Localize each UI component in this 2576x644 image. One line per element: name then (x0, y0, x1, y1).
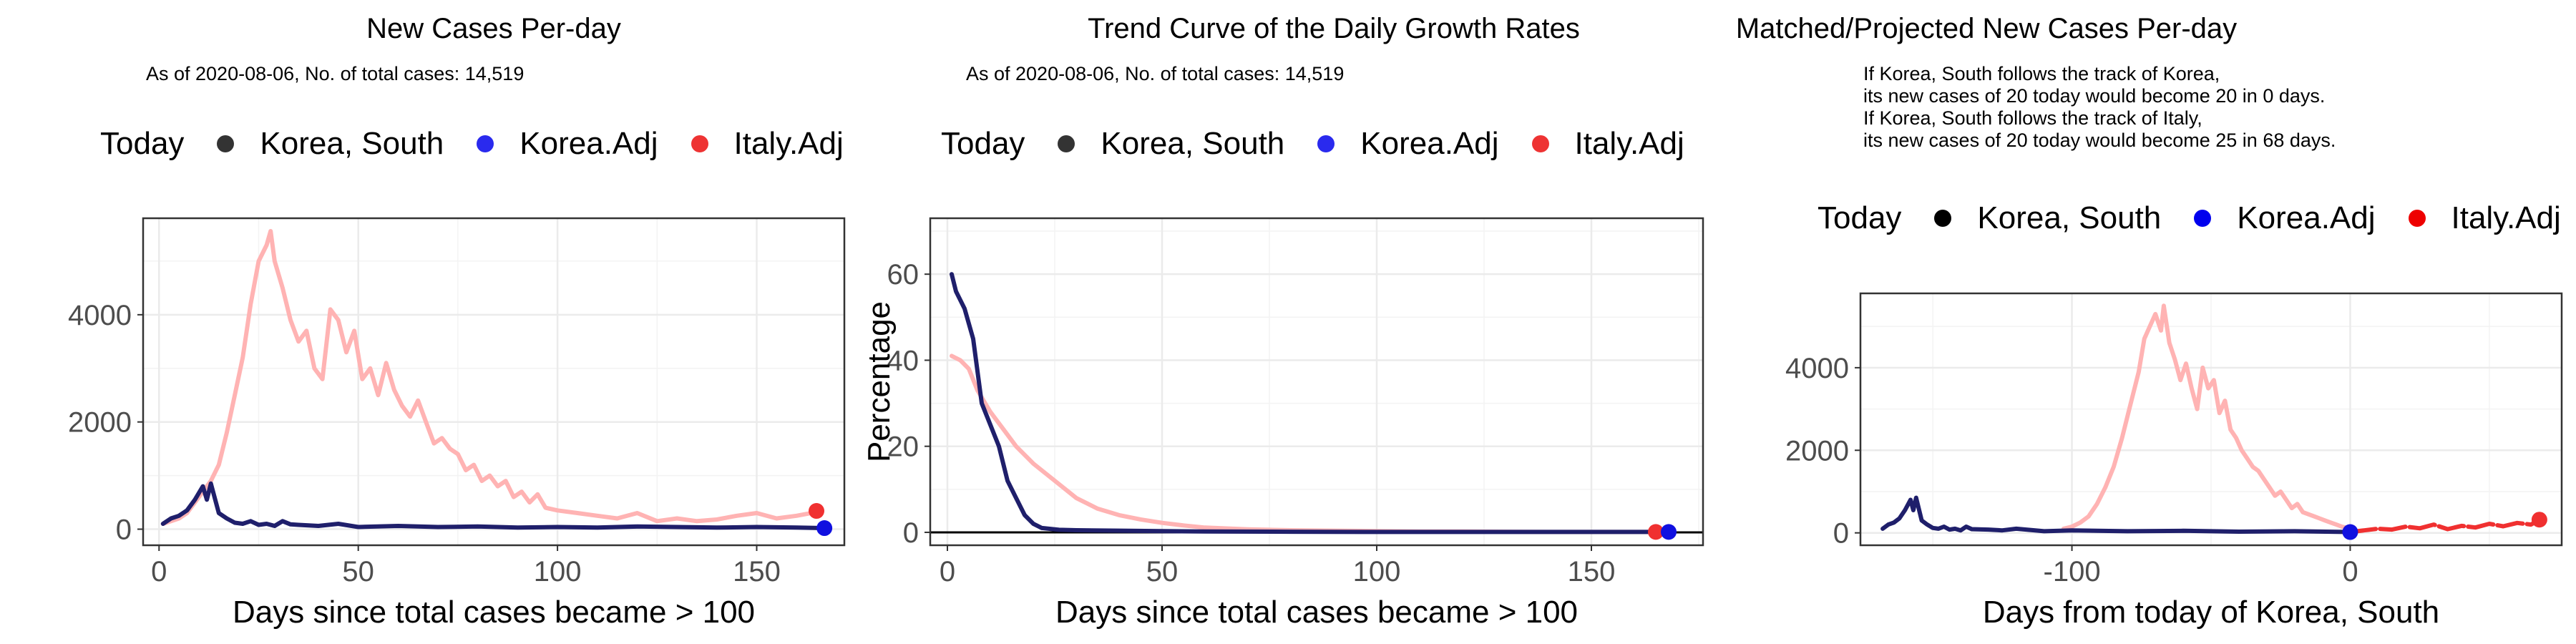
x-tick-label: -100 (2044, 556, 2101, 587)
legend-item-korea-south: Korea, South (1058, 126, 1284, 162)
note-line: If Korea, South follows the track of Kor… (1863, 63, 2220, 84)
legend-label: Italy.Adj (1574, 126, 1684, 161)
legend: Today Korea, South Korea.Adj Italy.Adj (100, 126, 859, 162)
data-point-italy-dot (1648, 524, 1664, 540)
legend-label: Korea.Adj (519, 126, 658, 161)
y-tick-label: 2000 (1785, 435, 1849, 467)
legend-dot (1058, 135, 1075, 152)
x-tick-label: 100 (534, 556, 582, 587)
chart-3: -100 0 0 2000 4000 Days from today of Korea, … (1785, 292, 2563, 630)
plot-border (1859, 292, 2563, 547)
series-line-italy-line (2061, 303, 2353, 535)
legend-label: Korea.Adj (2237, 200, 2376, 235)
legend-item-korea-adj: Korea.Adj (2194, 200, 2376, 236)
legend-dot (1317, 135, 1335, 152)
y-tick-label: 20 (887, 431, 919, 463)
legend-title: Today (100, 126, 185, 161)
legend: Today Korea, South Korea.Adj Italy.Adj (941, 126, 1707, 162)
chart-title: New Cases Per-day (366, 13, 621, 44)
chart-title: Matched/Projected New Cases Per-day (1735, 13, 2238, 44)
legend-dot (1531, 135, 1549, 152)
y-tick-label: 0 (116, 514, 132, 546)
data-point-korea-adj-dot (2342, 524, 2358, 540)
y-tick-label: 2000 (68, 407, 132, 439)
chart-2: 0 50 100 150 0 20 40 60 Days since total cases b… (862, 217, 1704, 630)
y-tick-label: 4000 (68, 300, 132, 331)
panel-new-cases: New Cases Per-day As of 2020-08-06, No. … (0, 0, 859, 644)
chart-subtitle: As of 2020-08-06, No. of total cases: 14… (966, 63, 1345, 84)
series-line-korea (1880, 495, 2353, 535)
series-line-italy-line (950, 353, 1658, 535)
y-tick-label: 4000 (1785, 353, 1849, 384)
x-axis-label: Days from today of Korea, South (1983, 595, 2439, 630)
data-point-italy-dot (2531, 512, 2547, 528)
x-tick-label: 100 (1353, 556, 1401, 587)
legend-item-korea-south: Korea, South (1934, 200, 2161, 236)
data-point-korea-adj-dot (816, 520, 833, 537)
chart-1: 0 50 100 150 0 2000 4000 Days since total cases… (68, 217, 846, 630)
legend-dot (217, 135, 235, 152)
series-line-korea (160, 481, 827, 530)
x-tick-label: 0 (151, 556, 167, 587)
y-axis-label: Percentage (862, 301, 897, 462)
legend-title: Today (1818, 200, 1902, 235)
data-point-italy-dot (809, 503, 825, 519)
legend-label: Korea, South (1977, 200, 2162, 235)
plot-border (929, 217, 1704, 547)
legend-label: Korea.Adj (1360, 126, 1499, 161)
x-tick-label: 150 (1568, 556, 1616, 587)
x-tick-label: 150 (733, 556, 781, 587)
legend-label: Italy.Adj (2451, 200, 2561, 235)
legend-item-italy-adj: Italy.Adj (691, 126, 844, 162)
panel-projected: Matched/Projected New Cases Per-day If K… (1717, 0, 2576, 644)
legend-item-korea-adj: Korea.Adj (1317, 126, 1499, 162)
legend-item-korea-adj: Korea.Adj (477, 126, 658, 162)
chart-title: Trend Curve of the Daily Growth Rates (1088, 13, 1580, 44)
legend-dot (1934, 210, 1952, 227)
legend-item-korea-south: Korea, South (217, 126, 444, 162)
legend-dot (691, 135, 708, 152)
series-line-italy-proj (2348, 517, 2542, 535)
legend-item-italy-adj: Italy.Adj (1531, 126, 1684, 162)
x-axis-label: Days since total cases became > 100 (233, 595, 755, 630)
plot-border (142, 217, 846, 547)
legend-label: Korea, South (260, 126, 444, 161)
legend-item-italy-adj: Italy.Adj (2408, 200, 2561, 236)
note-line: its new cases of 20 today would become 2… (1863, 130, 2336, 151)
legend-dot (2194, 210, 2212, 227)
x-tick-label: 50 (1146, 556, 1179, 587)
series-line-italy-line (160, 229, 819, 526)
y-tick-label: 60 (887, 259, 919, 291)
y-tick-label: 0 (1833, 518, 1849, 550)
y-tick-label: 40 (887, 345, 919, 376)
panel-growth-rates: Trend Curve of the Daily Growth Rates As… (859, 0, 1717, 644)
legend-dot (2408, 210, 2426, 227)
x-axis-label: Days since total cases became > 100 (1055, 595, 1578, 630)
chart-subtitle: As of 2020-08-06, No. of total cases: 14… (146, 63, 525, 84)
projection-note: If Korea, South follows the track of Kor… (1863, 63, 2336, 152)
x-tick-label: 0 (2342, 556, 2358, 587)
note-line: its new cases of 20 today would become 2… (1863, 85, 2326, 107)
data-point-korea-adj-dot (1661, 524, 1677, 540)
legend-label: Italy.Adj (733, 126, 844, 161)
y-tick-label: 0 (903, 517, 919, 549)
x-tick-label: 50 (342, 556, 374, 587)
legend: Today Korea, South Korea.Adj Italy.Adj (1818, 200, 2576, 236)
series-line-korea (950, 272, 1671, 535)
legend-label: Korea, South (1101, 126, 1285, 161)
x-tick-label: 0 (940, 556, 955, 587)
legend-dot (477, 135, 494, 152)
note-line: If Korea, South follows the track of Ita… (1863, 107, 2202, 129)
legend-title: Today (941, 126, 1025, 161)
